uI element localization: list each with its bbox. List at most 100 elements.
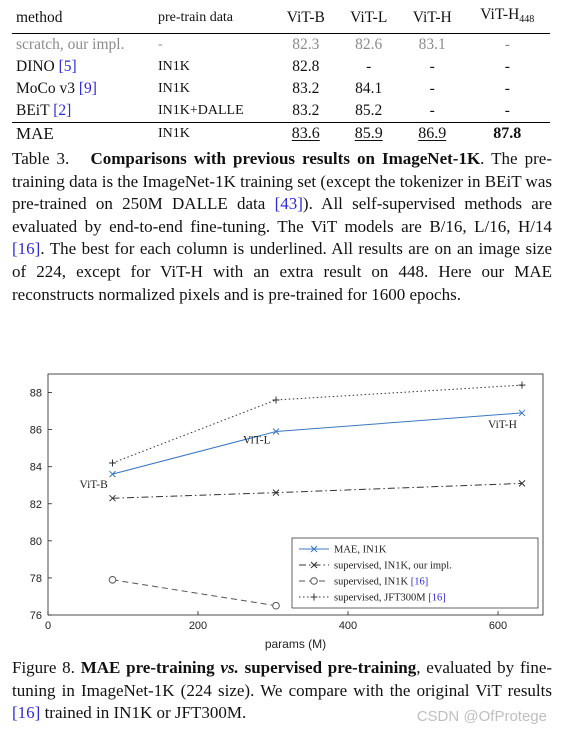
cell-vit-b: 82.8 — [292, 58, 320, 75]
y-tick-label: 76 — [30, 610, 42, 622]
citation-link[interactable]: [43] — [274, 194, 303, 214]
best-value: 86.9 — [418, 125, 447, 142]
legend-box — [291, 537, 539, 609]
cell-vit-l: 84.1 — [355, 80, 383, 97]
data-point — [108, 575, 117, 584]
x-tick-label: 400 — [339, 620, 357, 632]
citation-link[interactable]: [16] — [12, 239, 41, 259]
cell-method: scratch, our impl. — [16, 36, 125, 53]
series-1 — [109, 480, 526, 502]
cell-vit-h-best: 86.9 — [399, 122, 465, 145]
cell-vit-h: - — [429, 102, 435, 119]
cell-vit-b: 82.3 — [292, 36, 320, 53]
citation-link[interactable]: [16] — [12, 703, 41, 723]
citation-link[interactable]: [2] — [53, 102, 72, 119]
table-row: DINO [5] IN1K 82.8 - - - — [12, 56, 550, 78]
x-tick-label: 200 — [189, 620, 207, 632]
y-tick-label: 86 — [30, 425, 42, 437]
legend-label: supervised, IN1K, our impl. — [334, 561, 452, 572]
caption-title-part1: MAE pre-training — [80, 658, 215, 677]
series-line — [112, 482, 523, 499]
y-tick-label: 88 — [30, 388, 42, 400]
legend-marker — [310, 545, 318, 553]
cell-data: IN1K — [158, 59, 190, 74]
caption-title: Comparisons with previous results on Ima… — [90, 149, 481, 168]
legend-label: supervised, JFT300M [16] — [334, 593, 446, 604]
params-vs-accuracy-chart: 0 200 400 600 76 78 80 82 84 86 88 ViT-B ViT-L ViT-H… — [30, 373, 544, 651]
cell-vit-h448: - — [504, 36, 510, 53]
caption-title-vs: vs. — [220, 658, 239, 677]
data-point — [272, 601, 280, 610]
results-table: method pre-train data ViT-B ViT-L ViT-H … — [12, 4, 550, 145]
cell-method: MAE — [12, 122, 154, 145]
header-method: method — [12, 4, 154, 34]
cell-vit-h448-best: 87.8 — [464, 122, 550, 145]
y-tick-label: 80 — [30, 536, 42, 548]
cell-vit-l: 85.2 — [355, 102, 383, 119]
caption-title-part2: supervised pre-training — [244, 658, 417, 677]
caption-label: Table 3. — [12, 149, 70, 168]
cell-data: IN1K — [158, 81, 190, 96]
caption-text: , evaluated by fine-tuning in ImageNet-1… — [12, 658, 553, 700]
legend-citation[interactable]: [16] — [426, 593, 446, 604]
caption-text: ). All self-supervised methods are evalu… — [12, 194, 553, 236]
cell-vit-l: 82.6 — [355, 36, 383, 53]
series-line — [112, 579, 277, 607]
legend-entry: supervised, IN1K, our impl. — [299, 561, 452, 572]
caption-text: trained in IN1K or JFT300M. — [40, 703, 247, 723]
header-vit-h: ViT-H — [399, 4, 465, 34]
series-line — [112, 384, 523, 464]
method-name: BEiT — [16, 102, 50, 119]
plot-frame — [47, 373, 544, 616]
chart-legend: MAE, IN1K supervised, IN1K, our impl. supe… — [291, 537, 539, 609]
best-value: 83.6 — [291, 125, 320, 142]
legend-label: MAE, IN1K — [334, 545, 387, 556]
watermark: CSDN @OfProtege — [416, 708, 547, 725]
citation-link[interactable]: [9] — [78, 80, 97, 97]
series-2 — [108, 575, 280, 610]
data-point — [272, 489, 280, 496]
legend-entry: supervised, JFT300M [16] — [299, 593, 446, 604]
data-point — [518, 480, 526, 487]
cell-vit-h448: - — [504, 80, 510, 97]
citation-link[interactable]: [5] — [58, 58, 77, 75]
chart-series — [108, 381, 526, 610]
legend-entry: MAE, IN1K — [299, 545, 387, 556]
model-size-label: ViT-B — [80, 479, 109, 491]
header-vit-l: ViT-L — [337, 4, 400, 34]
legend-marker — [310, 577, 318, 585]
cell-vit-b: 83.2 — [292, 102, 320, 119]
legend-marker — [310, 593, 318, 601]
cell-vit-b-best: 83.6 — [274, 122, 338, 145]
cell-data: IN1K — [154, 122, 274, 145]
legend-citation[interactable]: [16] — [408, 577, 428, 588]
data-point — [518, 381, 526, 389]
data-point — [109, 459, 116, 467]
cell-vit-h: 83.1 — [418, 36, 446, 53]
legend-entry: supervised, IN1K [16] — [299, 577, 428, 588]
x-tick-label: 0 — [45, 620, 51, 632]
cell-data: - — [158, 37, 163, 52]
cell-vit-h: - — [429, 80, 435, 97]
cell-vit-h448: - — [504, 102, 510, 119]
data-point — [272, 396, 280, 404]
model-size-label: ViT-L — [243, 434, 271, 446]
header-vit-h448-main: ViT-H — [480, 6, 520, 23]
cell-vit-l: - — [366, 58, 372, 75]
cell-vit-l-best: 85.9 — [337, 122, 400, 145]
y-tick-label: 84 — [30, 462, 42, 474]
data-point — [518, 409, 526, 417]
series-line — [112, 412, 523, 475]
cell-vit-h: - — [429, 58, 435, 75]
method-name: MoCo v3 — [16, 80, 75, 97]
y-tick-label: 82 — [30, 499, 42, 511]
table-header-row: method pre-train data ViT-B ViT-L ViT-H … — [12, 4, 550, 34]
header-vit-h448-sub: 448 — [519, 14, 535, 25]
header-pretrain-data: pre-train data — [154, 4, 274, 34]
caption-label: Figure 8. — [12, 658, 75, 677]
table-caption: Table 3. Comparisons with previous resul… — [12, 148, 552, 306]
y-tick-label: 78 — [30, 573, 42, 585]
data-point — [109, 494, 116, 502]
best-value: 85.9 — [354, 125, 383, 142]
data-point — [272, 428, 280, 435]
